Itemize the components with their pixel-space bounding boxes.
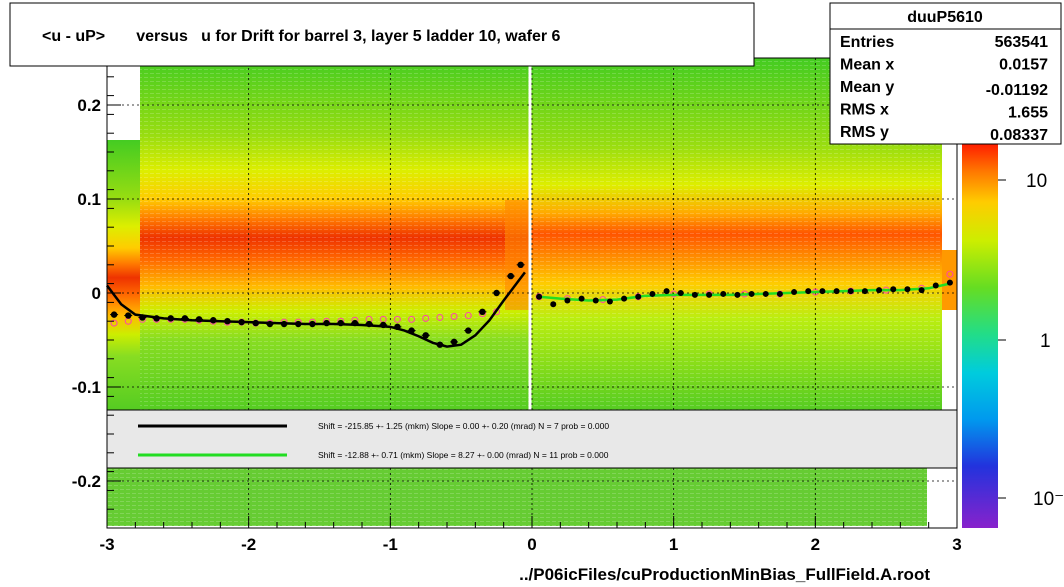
green-profile-point — [536, 293, 543, 300]
green-profile-point — [861, 288, 868, 295]
green-profile-point — [635, 293, 642, 300]
green-profile-point — [946, 279, 953, 286]
palette-label-10: 10 — [1026, 171, 1047, 192]
y-tick-label: -0.1 — [72, 378, 101, 397]
green-profile-point — [918, 287, 925, 294]
stats-label: RMS x — [840, 102, 889, 119]
green-profile-point — [734, 291, 741, 298]
magenta-point — [450, 313, 458, 320]
green-profile-point — [791, 289, 798, 296]
green-profile-point — [691, 291, 698, 298]
green-profile-point — [904, 286, 911, 293]
stats-value: 563541 — [995, 34, 1048, 51]
magenta-point — [464, 312, 472, 320]
palette-bar — [962, 140, 998, 528]
stats-value: 0.0157 — [999, 57, 1048, 74]
palette-label-tenth: 10⁻¹ — [1033, 489, 1064, 510]
green-profile-point — [890, 286, 897, 293]
x-tick-label: -3 — [99, 535, 114, 554]
green-profile-point — [819, 288, 826, 295]
green-profile-point — [649, 290, 656, 297]
stats-value: 0.08337 — [990, 127, 1048, 144]
fit-curves — [106, 271, 951, 348]
green-profile-point — [762, 290, 769, 297]
stats-label: Mean y — [840, 79, 894, 96]
green-profile-point — [564, 297, 571, 304]
x-tick-label: 0 — [527, 535, 536, 554]
green-profile-point — [720, 290, 727, 297]
green-profile-point — [606, 298, 613, 305]
green-profile-point — [776, 290, 783, 297]
color-palette: 10 1 10⁻¹ — [962, 140, 1064, 528]
green-profile-point — [663, 288, 670, 295]
green-profile-point — [805, 288, 812, 295]
magenta-point — [393, 315, 401, 323]
green-profile-point — [550, 301, 557, 308]
magenta-point — [946, 270, 954, 278]
black-profile — [110, 261, 525, 348]
x-tick-label: -2 — [241, 535, 256, 554]
green-profile-point — [876, 287, 883, 294]
stats-box: duuP5610 Entries 563541 Mean x 0.0157 Mean y… — [829, 2, 1062, 145]
x-tick-label: 3 — [952, 535, 961, 554]
magenta-point — [408, 315, 416, 323]
x-tick-label: 2 — [811, 535, 820, 554]
axes: -3 -2 -1 0 1 2 3 0.2 0.1 0 -0.1 -0.2 — [72, 57, 962, 554]
stats-label: Mean x — [840, 57, 894, 74]
stats-label: RMS y — [840, 124, 889, 141]
green-profile-point — [592, 297, 599, 304]
green-profile-point — [621, 295, 628, 302]
green-profile-point — [847, 288, 854, 295]
legend-text-green: Shift = -12.88 +- 0.71 (mkm) Slope = 8.2… — [318, 450, 609, 460]
stats-value: -0.01192 — [986, 82, 1048, 99]
palette-label-1: 1 — [1040, 331, 1051, 352]
green-profile — [536, 279, 953, 308]
green-profile-point — [578, 295, 585, 302]
title-box: <u - uP> versus u for Drift for barrel 3… — [9, 2, 755, 67]
green-profile-point — [677, 290, 684, 296]
legend-text-black: Shift = -215.85 +- 1.25 (mkm) Slope = 0.… — [318, 421, 609, 431]
magenta-point — [436, 313, 444, 321]
green-profile-point — [833, 288, 840, 295]
y-tick-label: 0.2 — [77, 96, 101, 115]
footer-filename: ../P06icFiles/cuProductionMinBias_FullFi… — [519, 565, 930, 584]
stats-label: Entries — [840, 34, 894, 51]
x-tick-label: 1 — [669, 535, 678, 554]
stats-value: 1.655 — [1008, 105, 1048, 122]
y-tick-label: 0.1 — [77, 190, 101, 209]
chart-title: <u - uP> versus u for Drift for barrel 3… — [42, 28, 561, 45]
legend: Shift = -215.85 +- 1.25 (mkm) Slope = 0.… — [106, 409, 958, 469]
y-tick-label: -0.2 — [72, 472, 101, 491]
green-profile-point — [706, 291, 713, 298]
fit-curve-black — [106, 271, 526, 348]
stats-name: duuP5610 — [907, 9, 983, 26]
green-profile-point — [748, 290, 755, 297]
x-tick-label: -1 — [383, 535, 398, 554]
magenta-point — [110, 319, 118, 327]
green-profile-point — [932, 282, 939, 289]
fit-curve-green — [538, 282, 951, 302]
magenta-point — [422, 314, 430, 322]
y-tick-label: 0 — [92, 284, 101, 303]
